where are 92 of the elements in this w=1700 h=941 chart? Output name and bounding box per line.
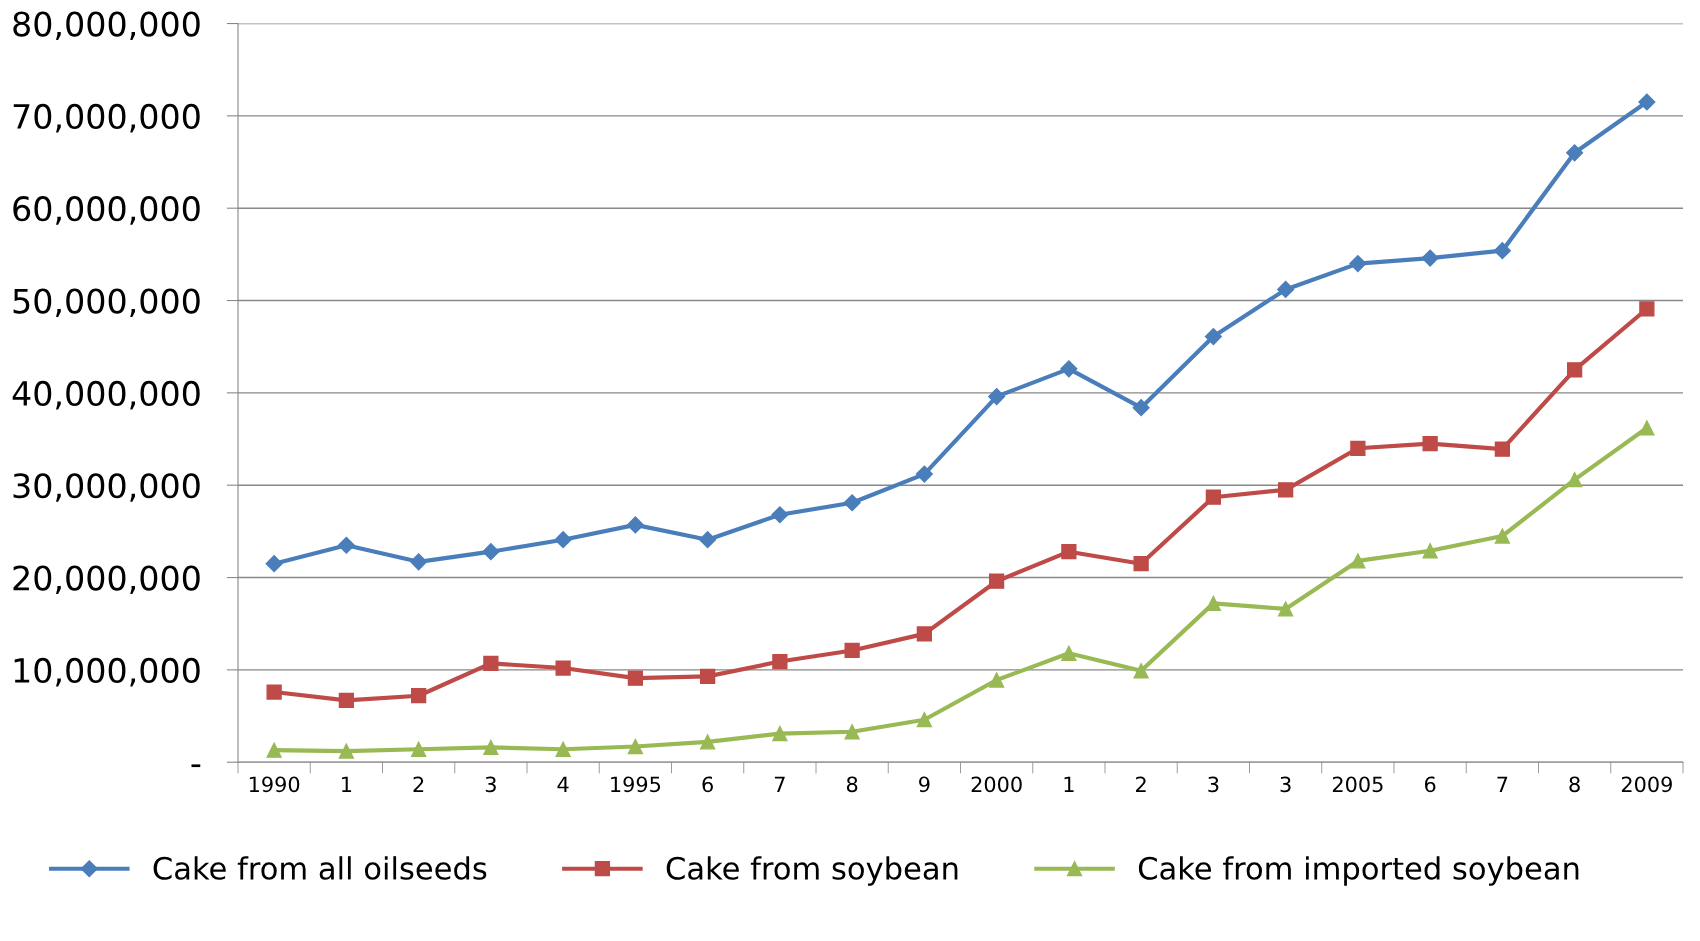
point bbox=[772, 653, 788, 670]
x-tick-label: 6 bbox=[1424, 776, 1436, 793]
y-tick-label: 10,000,000 bbox=[14, 657, 200, 687]
x-tick-label: 2 bbox=[413, 776, 424, 792]
point bbox=[483, 739, 499, 756]
point bbox=[988, 573, 1005, 589]
y-tick-label: 20,000,000 bbox=[13, 565, 200, 595]
point bbox=[1349, 255, 1367, 273]
x-tick-label: 9 bbox=[919, 776, 930, 793]
x-tick-label: 1995 bbox=[611, 776, 661, 793]
point bbox=[988, 672, 1005, 688]
y-tick-label: 50,000,000 bbox=[13, 288, 200, 318]
point bbox=[626, 516, 644, 534]
point bbox=[1422, 436, 1438, 452]
x-tick-label: 3 bbox=[1208, 776, 1219, 793]
point bbox=[1421, 249, 1439, 267]
point bbox=[266, 742, 282, 758]
point bbox=[1204, 327, 1222, 346]
point bbox=[1350, 440, 1366, 456]
x-tick-label: 2005 bbox=[1332, 776, 1383, 793]
y-tick-label: 40,000,000 bbox=[12, 380, 200, 410]
point bbox=[1277, 601, 1294, 617]
y-tick-label: - bbox=[191, 764, 201, 768]
point bbox=[265, 555, 283, 573]
point bbox=[1205, 595, 1222, 612]
point bbox=[1422, 543, 1438, 559]
point bbox=[482, 543, 500, 561]
point bbox=[1639, 301, 1655, 317]
y-tick-label: 80,000,000 bbox=[13, 11, 200, 41]
x-tick-label: 2000 bbox=[971, 776, 1022, 793]
point bbox=[1639, 420, 1655, 436]
legend-label: Cake from soybean bbox=[666, 856, 958, 886]
x-tick-label: 3 bbox=[485, 776, 496, 793]
point bbox=[1061, 645, 1077, 661]
point bbox=[916, 712, 933, 728]
point bbox=[1350, 553, 1366, 569]
point bbox=[1061, 544, 1077, 560]
point bbox=[555, 741, 571, 757]
y-tick-label: 60,000,000 bbox=[13, 196, 200, 225]
x-tick-label: 2009 bbox=[1621, 776, 1672, 793]
x-tick-label: 4 bbox=[557, 776, 569, 792]
point bbox=[627, 738, 644, 755]
point bbox=[338, 692, 355, 708]
x-tick-label: 1990 bbox=[249, 776, 300, 793]
point bbox=[483, 655, 499, 672]
legend-label: Cake from imported soybean bbox=[1138, 856, 1579, 886]
point bbox=[1132, 399, 1150, 417]
point bbox=[771, 506, 789, 524]
point bbox=[916, 626, 933, 642]
point bbox=[410, 553, 428, 571]
point bbox=[554, 531, 572, 549]
point bbox=[772, 725, 788, 742]
x-tick-label: 8 bbox=[1569, 776, 1580, 793]
point bbox=[1277, 280, 1295, 299]
point bbox=[1494, 528, 1511, 544]
point bbox=[627, 670, 644, 686]
point bbox=[1060, 360, 1078, 378]
legend-label: Cake from all oilseeds bbox=[153, 856, 487, 880]
point bbox=[844, 642, 860, 659]
point bbox=[699, 531, 717, 549]
point bbox=[338, 743, 355, 759]
point bbox=[844, 724, 860, 740]
point bbox=[699, 668, 716, 684]
point bbox=[1277, 482, 1294, 498]
point bbox=[1493, 242, 1511, 260]
point bbox=[337, 536, 355, 554]
point bbox=[1205, 489, 1222, 505]
point bbox=[699, 734, 716, 750]
x-tick-label: 2 bbox=[1136, 776, 1146, 792]
point bbox=[1566, 362, 1583, 378]
point bbox=[1566, 472, 1583, 488]
point bbox=[988, 388, 1006, 406]
point bbox=[1566, 144, 1584, 162]
point bbox=[1494, 441, 1511, 457]
point bbox=[410, 741, 427, 757]
point bbox=[1133, 663, 1149, 679]
x-tick-label: 1 bbox=[342, 776, 352, 792]
point bbox=[1638, 93, 1656, 111]
point bbox=[266, 684, 282, 700]
x-tick-label: 3 bbox=[1280, 776, 1291, 793]
y-tick-label: 30,000,000 bbox=[13, 473, 200, 502]
point bbox=[1133, 556, 1149, 572]
x-tick-label: 7 bbox=[774, 776, 785, 792]
x-tick-label: 6 bbox=[702, 776, 713, 793]
x-tick-label: 8 bbox=[846, 776, 858, 793]
point bbox=[410, 688, 427, 704]
y-tick-label: 70,000,000 bbox=[13, 103, 200, 133]
point bbox=[915, 465, 933, 483]
point bbox=[555, 660, 571, 676]
point bbox=[843, 494, 861, 512]
x-tick-label: 7 bbox=[1497, 776, 1508, 792]
x-tick-label: 1 bbox=[1064, 776, 1074, 792]
